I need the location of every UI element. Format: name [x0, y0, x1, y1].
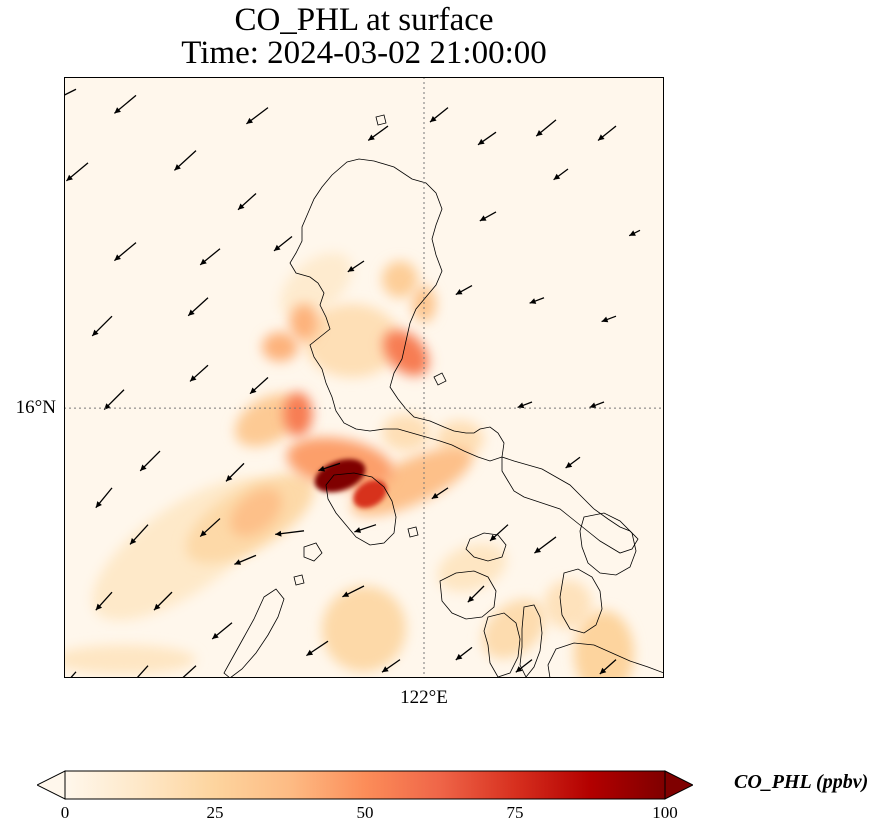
coastline-palawan	[223, 588, 285, 678]
wind-arrow	[95, 591, 113, 611]
wind-arrow	[275, 530, 305, 537]
colorbar-extend-left	[37, 770, 66, 800]
colorbar	[37, 770, 693, 800]
concentration-plume	[280, 252, 352, 319]
concentration-plume	[283, 392, 313, 437]
wind-arrow	[367, 125, 389, 141]
wind-arrow	[455, 646, 473, 661]
gridlines	[64, 77, 664, 678]
wind-arrow	[95, 487, 113, 509]
wind-arrow	[273, 235, 293, 252]
wind-arrow	[347, 260, 365, 273]
wind-arrow	[153, 591, 173, 611]
wind-arrow	[211, 622, 233, 640]
wind-arrow	[479, 211, 497, 222]
coastline-luzon-north	[289, 158, 505, 462]
colorbar-tick-label: 75	[506, 803, 524, 822]
wind-arrow	[113, 94, 137, 114]
wind-arrow	[342, 585, 365, 598]
wind-arrow	[589, 401, 605, 409]
wind-arrow	[199, 518, 221, 538]
coastline-masbate	[465, 532, 507, 562]
wind-arrow	[628, 229, 641, 237]
wind-arrow	[139, 450, 161, 472]
colorbar-extend-right	[664, 770, 693, 800]
wind-arrow	[599, 659, 617, 675]
coastline-samar	[579, 512, 637, 576]
wind-arrow	[249, 377, 269, 395]
wind-arrow	[234, 554, 257, 565]
wind-arrow	[113, 242, 137, 262]
wind-arrow	[535, 119, 557, 137]
wind-arrow	[65, 162, 89, 182]
wind-arrow	[597, 125, 617, 141]
concentration-plume	[289, 303, 319, 341]
wind-arrow	[534, 536, 557, 554]
wind-arrow	[129, 524, 149, 545]
concentration-plume	[383, 330, 429, 376]
wind-arrow	[69, 671, 77, 678]
colorbar-tick-label: 100	[652, 803, 678, 822]
concentration-plume	[353, 480, 387, 508]
concentration-plume	[230, 488, 282, 537]
coastline-mindoro	[325, 472, 397, 546]
wind-arrow	[225, 462, 245, 482]
wind-arrow	[489, 524, 509, 542]
coastline-small-islands	[293, 114, 447, 586]
concentration-plume	[544, 579, 592, 629]
colorbar-tick-label: 25	[206, 803, 224, 822]
coastline-luzon-south	[501, 456, 639, 554]
wind-arrow	[601, 315, 617, 323]
wind-arrow	[553, 168, 569, 181]
map-frame	[64, 77, 664, 678]
colorbar-tick-label: 0	[60, 803, 70, 822]
coastline-leyte	[559, 568, 603, 634]
map-plot-area	[64, 77, 664, 678]
wind-arrow	[189, 364, 209, 382]
concentration-plume	[382, 260, 418, 298]
coastline-panay	[439, 570, 497, 620]
map-svg	[64, 77, 664, 678]
chart-title: CO_PHL at surface Time: 2024-03-02 21:00…	[64, 4, 664, 70]
wind-arrow	[173, 150, 197, 171]
chart-title-line-1: CO_PHL at surface	[234, 2, 494, 38]
coastlines	[223, 114, 664, 678]
wind-arrow	[91, 315, 113, 337]
concentration-plume	[262, 332, 298, 362]
concentration-plume	[64, 644, 196, 675]
wind-arrow	[431, 487, 449, 500]
wind-arrow	[515, 659, 533, 673]
concentration-plume	[482, 599, 546, 659]
concentration-plume	[382, 414, 430, 452]
wind-arrow	[237, 193, 257, 211]
wind-arrow	[529, 297, 545, 304]
wind-vectors	[64, 88, 641, 678]
wind-arrow	[199, 248, 221, 266]
wind-arrow	[354, 524, 377, 533]
x-tick-label: 122°E	[400, 687, 448, 708]
wind-arrow	[381, 659, 401, 673]
wind-arrow	[306, 640, 329, 657]
concentration-plume	[321, 586, 407, 672]
concentration-plume	[574, 610, 634, 678]
coastline-bohol-mindanao	[547, 642, 664, 678]
wind-arrow	[187, 297, 209, 317]
coastline-negros	[483, 612, 521, 678]
colorbar-tick-label: 50	[356, 803, 374, 822]
chart-title-line-2: Time: 2024-03-02 21:00:00	[181, 35, 547, 71]
wind-arrow	[429, 107, 449, 123]
colorbar-label: CO_PHL (ppbv)	[734, 771, 869, 793]
y-tick-label: 16°N	[15, 397, 56, 419]
wind-arrow	[246, 107, 269, 125]
wind-arrow	[318, 462, 341, 472]
colorbar-gradient	[64, 770, 666, 800]
wind-arrow	[477, 131, 497, 146]
wind-arrow	[565, 456, 581, 469]
wind-arrow	[467, 585, 485, 603]
wind-arrow	[455, 284, 473, 296]
coastline-cebu	[519, 604, 543, 678]
wind-arrow	[517, 401, 533, 409]
